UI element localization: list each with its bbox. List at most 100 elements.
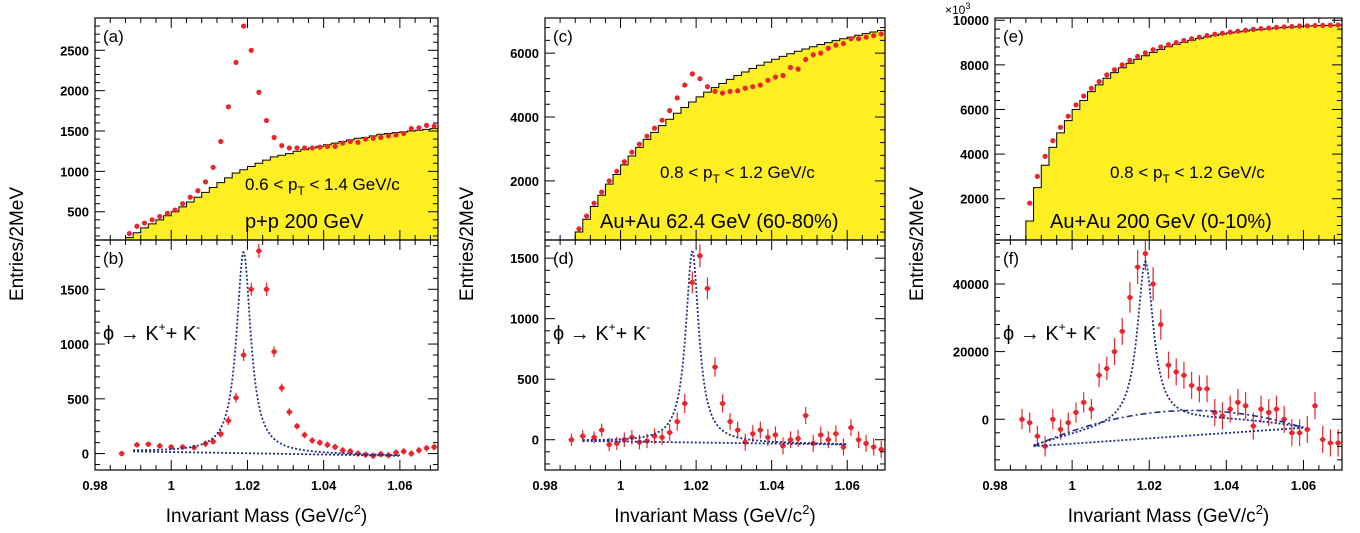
data-point	[393, 132, 399, 138]
data-point	[848, 36, 854, 42]
x-tick-label: 1.02	[235, 478, 260, 493]
data-point	[1304, 415, 1311, 443]
data-point	[301, 431, 308, 439]
data-point	[408, 125, 414, 132]
data-point	[674, 95, 680, 101]
panel-label: (d)	[553, 249, 574, 268]
data-point	[1018, 409, 1025, 430]
data-point	[576, 226, 582, 232]
y-axis-label: Entries/2MeV	[907, 187, 928, 301]
data-point	[134, 223, 140, 229]
data-point	[248, 47, 254, 53]
plot-area	[574, 29, 885, 240]
data-point	[583, 213, 590, 219]
y-tick-label: 1500	[510, 251, 539, 266]
data-point	[1335, 22, 1341, 28]
decay-label: ϕ → K++ K-	[1003, 320, 1100, 345]
x-tick-label: 1.04	[311, 478, 337, 493]
pt-range: 0.6 < pT < 1.4 GeV/c	[245, 175, 400, 198]
data-point	[818, 50, 824, 56]
data-point	[681, 393, 688, 414]
data-point	[795, 430, 802, 447]
y-tick-label: 2000	[60, 84, 89, 99]
data-point	[825, 45, 831, 51]
histogram-outline	[574, 29, 885, 240]
panel-label: (e)	[1003, 27, 1024, 46]
data-point	[1258, 395, 1265, 423]
panel-c: 2000 4000 6000 (c) 0.8 < pT < 1.2 GeV/c Au+Au…	[510, 17, 886, 241]
data-point	[1312, 392, 1319, 420]
data-point	[133, 442, 140, 448]
data-point	[1281, 405, 1288, 433]
data-point	[870, 438, 877, 456]
data-point	[1242, 392, 1249, 420]
y-tick-label: 40000	[953, 277, 989, 292]
data-point	[1227, 29, 1233, 35]
data-point	[644, 133, 650, 139]
data-point	[1173, 358, 1180, 386]
data-point	[621, 159, 627, 165]
data-point	[149, 217, 155, 223]
data-point	[878, 440, 885, 458]
data-point	[651, 125, 658, 131]
data-point	[324, 441, 331, 449]
data-point	[355, 139, 361, 145]
data-point	[1065, 113, 1071, 119]
data-point	[735, 88, 741, 94]
data-point	[1296, 23, 1303, 29]
data-point	[316, 439, 323, 446]
data-point	[651, 428, 658, 444]
data-point	[1027, 200, 1033, 206]
data-point	[606, 178, 612, 184]
data-point	[1266, 25, 1272, 31]
data-point	[210, 164, 216, 170]
data-point	[1211, 398, 1218, 427]
data-point	[408, 450, 415, 457]
y-tick-label: 500	[517, 372, 539, 387]
data-point	[294, 145, 300, 151]
data-point	[1050, 138, 1056, 144]
data-point	[1327, 22, 1334, 28]
data-point	[1196, 375, 1203, 403]
y-tick-label: 10000	[953, 13, 989, 28]
data-point	[1134, 250, 1141, 284]
data-point	[233, 392, 240, 403]
data-point	[682, 82, 688, 88]
y-tick-label: 6000	[960, 102, 989, 117]
x-axis-label: Invariant Mass (GeV/c2)	[166, 502, 368, 527]
data-point	[704, 84, 711, 90]
plot-area	[568, 244, 885, 458]
data-point	[659, 117, 665, 123]
data-point	[400, 448, 407, 455]
data-point	[279, 142, 285, 149]
data-point	[1081, 93, 1087, 99]
y-tick-label: 2000	[960, 192, 989, 207]
data-point	[1327, 429, 1334, 457]
data-point	[1227, 395, 1234, 423]
x-tick-label: 1.06	[835, 478, 860, 493]
background-curve	[1033, 409, 1304, 448]
data-point	[240, 348, 247, 362]
histogram-fill	[1025, 25, 1342, 240]
data-point	[339, 447, 346, 454]
data-point	[1281, 24, 1287, 30]
data-point	[187, 194, 193, 200]
data-point	[217, 430, 224, 438]
plot-frame	[544, 239, 886, 471]
data-point	[765, 77, 771, 83]
data-point	[180, 201, 186, 207]
data-point	[659, 429, 666, 446]
data-point	[431, 123, 437, 129]
data-point	[271, 134, 277, 141]
data-point	[787, 64, 794, 71]
data-point	[202, 179, 209, 185]
data-point	[164, 210, 171, 216]
data-point	[719, 90, 726, 96]
data-point	[855, 431, 862, 449]
x-tick-label: 0.98	[82, 478, 107, 493]
plot-frame	[94, 239, 439, 471]
data-point	[742, 85, 748, 91]
data-point	[278, 383, 285, 393]
panel-label: (f)	[1003, 249, 1019, 268]
